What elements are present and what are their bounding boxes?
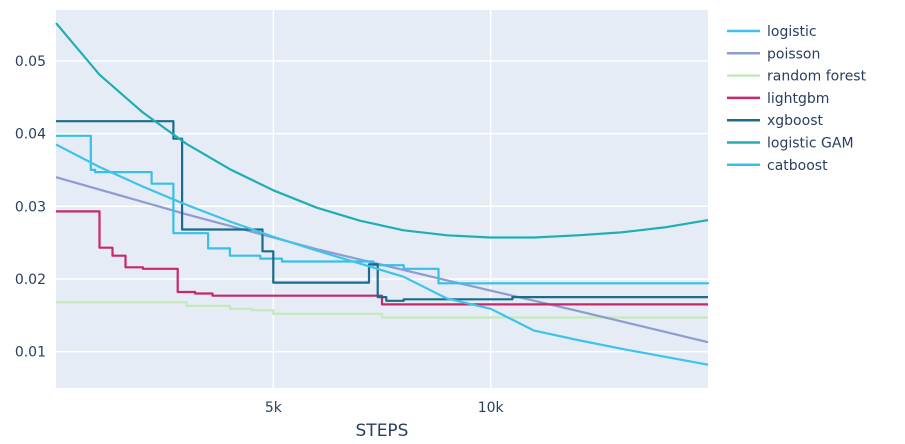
y-tick-label: 0.02 (15, 272, 46, 288)
legend-item[interactable]: lightgbm (727, 91, 829, 107)
traces (55, 22, 710, 366)
legend: logistic poisson random forest lightgbm xgbo… (727, 24, 867, 174)
legend-item[interactable]: catboost (727, 158, 828, 174)
legend-label: random forest (767, 69, 867, 85)
legend-item[interactable]: random forest (727, 69, 867, 85)
series-line-logistic-gam (55, 22, 709, 239)
series-line-xgboost (56, 120, 708, 302)
legend-item[interactable]: logistic GAM (727, 136, 854, 152)
legend-label: poisson (767, 46, 820, 62)
legend-label: logistic (767, 24, 817, 40)
legend-label: xgboost (767, 113, 823, 129)
legend-label: logistic GAM (767, 136, 854, 152)
x-tick-label: 10k (478, 400, 505, 416)
y-tick-label: 0.03 (15, 199, 46, 215)
series-line-logistic (55, 143, 709, 366)
y-tick-label: 0.05 (15, 54, 46, 70)
legend-item[interactable]: xgboost (727, 113, 823, 129)
gridlines (56, 10, 708, 388)
plot-area (56, 10, 708, 388)
tick-labels: 0.01 0.02 0.03 0.04 0.05 5k 10k (15, 54, 505, 416)
legend-label: lightgbm (767, 91, 829, 107)
series-line-lightgbm (56, 210, 708, 306)
series-line-random-forest (56, 301, 708, 319)
legend-item[interactable]: poisson (727, 46, 820, 62)
legend-item[interactable]: logistic (727, 24, 817, 40)
legend-label: catboost (767, 158, 828, 174)
series-line-catboost (56, 134, 710, 285)
y-tick-label: 0.04 (15, 127, 46, 143)
x-axis-title: STEPS (356, 421, 409, 441)
x-tick-label: 5k (265, 400, 283, 416)
y-tick-label: 0.01 (15, 345, 46, 361)
